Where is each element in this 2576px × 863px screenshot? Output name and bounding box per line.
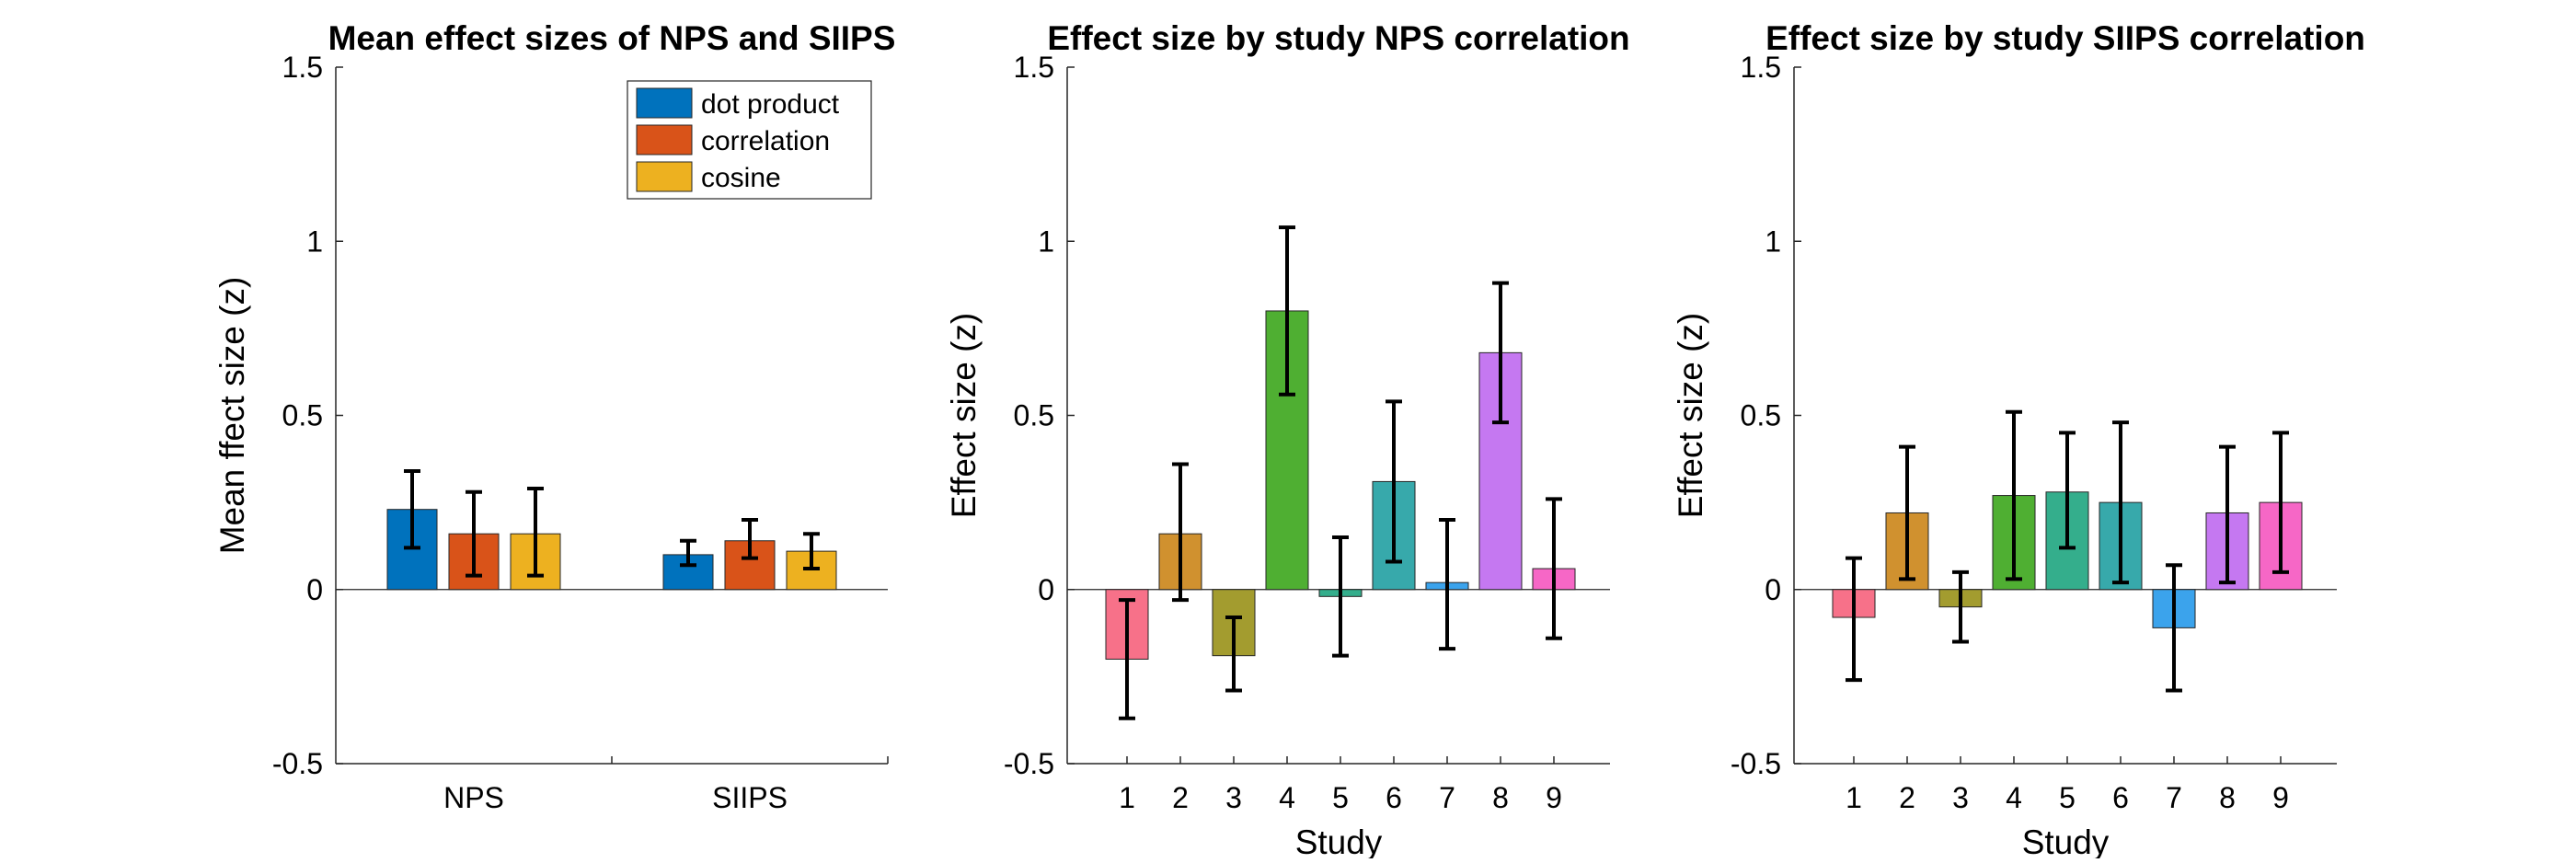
chart-title: Mean effect sizes of NPS and SIIPS xyxy=(328,19,896,57)
legend-swatch xyxy=(636,124,693,155)
y-tick-label: -0.5 xyxy=(1004,747,1054,780)
y-tick-label: 1 xyxy=(306,224,323,258)
x-tick-label: 9 xyxy=(2272,781,2289,814)
y-tick-label: 0.5 xyxy=(1741,399,1781,432)
x-tick-label: 5 xyxy=(1332,781,1349,814)
legend: dot product correlation cosine xyxy=(627,80,872,200)
chart-title: Effect size by study NPS correlation xyxy=(1047,19,1629,57)
y-tick-label: 1 xyxy=(1038,224,1054,258)
y-tick-label: -0.5 xyxy=(1731,747,1781,780)
x-tick-label: 8 xyxy=(1492,781,1509,814)
legend-label: cosine xyxy=(701,163,781,193)
chart-title: Effect size by study SIIPS correlation xyxy=(1765,19,2365,57)
x-tick-label: 2 xyxy=(1172,781,1189,814)
x-tick-label: 3 xyxy=(1225,781,1242,814)
y-tick-label: 0 xyxy=(1765,573,1781,606)
y-axis-label: Mean ffect size (z) xyxy=(213,277,251,555)
x-tick-label: 1 xyxy=(1119,781,1135,814)
x-tick-label: 3 xyxy=(1952,781,1969,814)
x-tick-label: NPS xyxy=(443,781,504,814)
y-tick-label: 0.5 xyxy=(1014,399,1054,432)
legend-swatch xyxy=(636,87,693,119)
x-tick-label: SIIPS xyxy=(712,781,788,814)
x-tick-label: 2 xyxy=(1899,781,1915,814)
legend-swatch xyxy=(636,161,693,192)
y-tick-label: -0.5 xyxy=(272,747,323,780)
y-axis-label: Effect size (z) xyxy=(1672,313,1709,518)
legend-label: dot product xyxy=(701,89,840,120)
x-axis-label: Study xyxy=(2022,823,2110,858)
y-tick-label: 0 xyxy=(1038,573,1054,606)
y-tick-label: 1 xyxy=(1765,224,1781,258)
x-tick-label: 7 xyxy=(2166,781,2182,814)
x-tick-label: 7 xyxy=(1439,781,1455,814)
x-tick-label: 4 xyxy=(1279,781,1295,814)
x-tick-label: 1 xyxy=(1846,781,1862,814)
x-tick-label: 6 xyxy=(1386,781,1402,814)
x-tick-label: 8 xyxy=(2219,781,2236,814)
y-tick-label: 1.5 xyxy=(1741,51,1781,84)
x-tick-label: 9 xyxy=(1546,781,1562,814)
x-axis-label: Study xyxy=(1295,823,1383,858)
x-tick-label: 4 xyxy=(2006,781,2022,814)
x-tick-label: 5 xyxy=(2059,781,2076,814)
y-tick-label: 1.5 xyxy=(1014,51,1054,84)
x-tick-label: 6 xyxy=(2112,781,2129,814)
y-tick-label: 1.5 xyxy=(282,51,323,84)
legend-label: correlation xyxy=(701,126,830,156)
y-axis-label: Effect size (z) xyxy=(945,313,983,518)
y-tick-label: 0.5 xyxy=(282,399,323,432)
y-tick-label: 0 xyxy=(306,573,323,606)
